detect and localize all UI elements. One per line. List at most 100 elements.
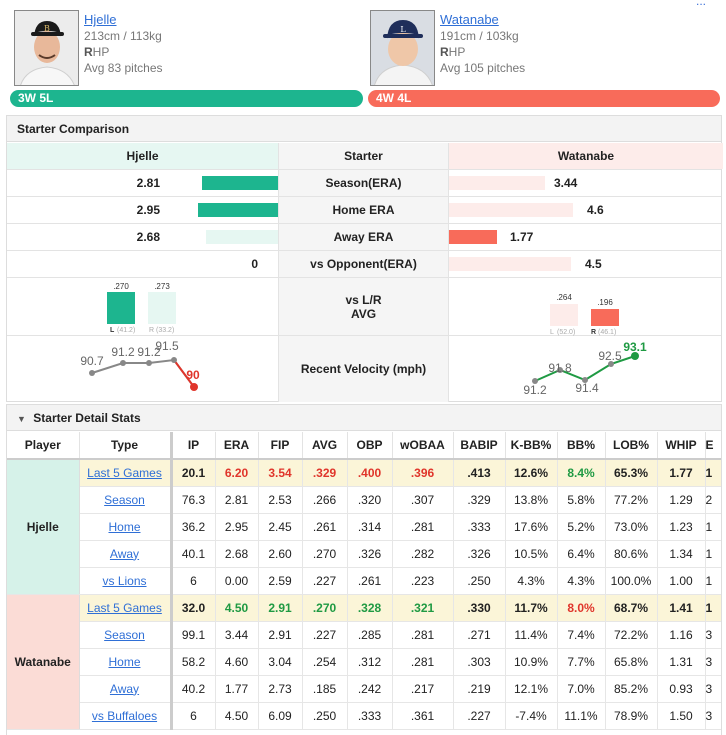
svg-text:(33.2): (33.2): [156, 327, 174, 334]
stat-cell: .329: [453, 486, 506, 514]
type-link[interactable]: Season: [104, 492, 145, 507]
table-header-row: Player Type IP ERA FIP AVG OBP wOBAA BAB…: [7, 432, 721, 460]
type-link[interactable]: Last 5 Games: [87, 600, 162, 615]
stat-cell: 85.2%: [605, 675, 658, 703]
stat-cell: 1.29: [657, 486, 706, 514]
table-row: Season 76.3 2.81 2.53.266.320.307.329 13.8% 5…: [7, 486, 721, 514]
svg-text:91.5: 91.5: [155, 339, 179, 353]
svg-text:L: L: [550, 329, 554, 336]
stat-cell: 3.44: [215, 621, 259, 649]
stat-cell: 65.3%: [605, 459, 658, 487]
stat-cell: 3.54: [258, 459, 303, 487]
stat-cell: .266: [302, 486, 348, 514]
type-cell: Last 5 Games: [79, 459, 172, 487]
svg-text:R: R: [591, 329, 596, 336]
starter-comparison-section: Starter Comparison Hjelle Starter Watana…: [6, 115, 723, 402]
svg-text:L: L: [400, 25, 406, 34]
col-header: IP: [169, 432, 216, 460]
stat-cell: .400: [347, 459, 393, 487]
comparison-right-value: 4.5: [585, 257, 602, 271]
svg-text:(52.0): (52.0): [557, 329, 575, 336]
svg-text:92.5: 92.5: [598, 349, 622, 363]
stat-cell: .250: [302, 702, 348, 730]
record-bar-left: 3W 5L: [10, 90, 363, 107]
detail-table: Player Type IP ERA FIP AVG OBP wOBAA BAB…: [7, 432, 721, 730]
table-row: Watanabe Last 5 Games 32.0 4.50 2.91.270.328…: [7, 594, 721, 730]
comparison-left-value: 2.68: [136, 230, 160, 244]
stat-cell: 1: [705, 513, 721, 541]
stat-cell: 1: [705, 459, 721, 487]
player-name-left[interactable]: Hjelle: [84, 12, 117, 27]
comparison-row: 0 vs Opponent(ERA) 4.5: [7, 251, 721, 278]
stat-cell: 1.34: [657, 540, 706, 568]
table-row: Home 58.2 4.60 3.04.254.312.281.303 10.9% 7.7…: [7, 648, 721, 676]
velocity-label: Recent Velocity (mph): [278, 336, 449, 402]
svg-text:91.8: 91.8: [548, 361, 572, 375]
stat-cell: 72.2%: [605, 621, 658, 649]
stat-cell: .333: [453, 513, 506, 541]
stat-cell: 65.8%: [605, 648, 658, 676]
stat-cell: 1.41: [657, 594, 706, 622]
player-avg-pitches-right: Avg 105 pitches: [440, 61, 526, 75]
type-link[interactable]: Away: [109, 681, 140, 696]
comparison-right-value: 1.77: [510, 230, 534, 244]
svg-text:93.1: 93.1: [623, 340, 647, 354]
stat-cell: 58.2: [169, 648, 216, 676]
top-link-cut[interactable]: ...: [695, 0, 706, 8]
stat-cell: 3: [705, 648, 721, 676]
comparison-left-value: 2.95: [136, 203, 160, 217]
player-card-right: L Watanabe 191cm / 103kg RHP Avg 105 pit…: [370, 10, 710, 88]
type-link[interactable]: vs Buffaloes: [91, 708, 158, 723]
table-row: vs Lions 6 0.00 2.59.227.261.223.250 4.3% 4.3…: [7, 567, 721, 595]
type-link[interactable]: Home: [108, 519, 141, 534]
table-row: Away 40.2 1.77 2.73.185.242.217.219 12.1% 7.0…: [7, 675, 721, 703]
stat-cell: 6: [169, 567, 216, 595]
stat-cell: 1.77: [657, 459, 706, 487]
detail-toggle[interactable]: ▼ Starter Detail Stats: [7, 405, 721, 431]
type-link[interactable]: vs Lions: [102, 573, 147, 588]
type-cell: vs Lions: [79, 567, 172, 595]
player-size-left: 213cm / 113kg: [84, 29, 162, 43]
player-avg-pitches-left: Avg 83 pitches: [84, 61, 163, 75]
stat-cell: 2.68: [215, 540, 259, 568]
type-link[interactable]: Home: [108, 654, 141, 669]
svg-text:.196: .196: [597, 298, 613, 307]
stat-cell: .329: [302, 459, 348, 487]
type-link[interactable]: Last 5 Games: [87, 465, 162, 480]
col-header: OBP: [347, 432, 393, 460]
stat-cell: 1.23: [657, 513, 706, 541]
stat-cell: 12.1%: [505, 675, 558, 703]
right-velocity-chart: 91.2 91.8 91.4 92.5 93.1: [523, 340, 647, 397]
stat-cell: 1: [705, 540, 721, 568]
stat-cell: 20.1: [169, 459, 216, 487]
player-photo-left: B: [14, 10, 79, 86]
comparison-velocity-row: 90.7 91.2 91.2 91.5 90 Recent Velocity (…: [7, 336, 721, 402]
player-size-right: 191cm / 103kg: [440, 29, 519, 43]
stat-cell: 1.50: [657, 702, 706, 730]
comparison-header-left: Hjelle: [7, 143, 278, 169]
lr-sublabel: AVG: [350, 307, 377, 321]
comparison-lr-row: .270 L (41.2) .273 R (33.2) vs L/R AVG .…: [7, 278, 721, 336]
svg-text:.264: .264: [556, 293, 572, 302]
table-row: Hjelle Last 5 Games 20.1 6.20 3.54.329.400.3…: [7, 459, 721, 595]
type-link[interactable]: Season: [104, 627, 145, 642]
svg-text:B: B: [44, 24, 50, 33]
stat-cell: .333: [347, 702, 393, 730]
stat-cell: .328: [347, 594, 393, 622]
col-header: K-BB%: [505, 432, 558, 460]
stat-cell: 5.2%: [557, 513, 606, 541]
starter-comparison-title: Starter Comparison: [7, 116, 721, 142]
col-header: LOB%: [605, 432, 658, 460]
comparison-left-bar: [198, 203, 278, 217]
player-name-right[interactable]: Watanabe: [440, 12, 499, 27]
stat-cell: 3: [705, 621, 721, 649]
comparison-left-bar: [206, 230, 278, 244]
stat-cell: .217: [392, 675, 454, 703]
comparison-left-value: 0: [251, 257, 258, 271]
stat-cell: .330: [453, 594, 506, 622]
stat-cell: .227: [302, 621, 348, 649]
svg-text:R: R: [149, 327, 154, 334]
stat-cell: .281: [392, 621, 454, 649]
stat-cell: 100.0%: [605, 567, 658, 595]
type-link[interactable]: Away: [109, 546, 140, 561]
